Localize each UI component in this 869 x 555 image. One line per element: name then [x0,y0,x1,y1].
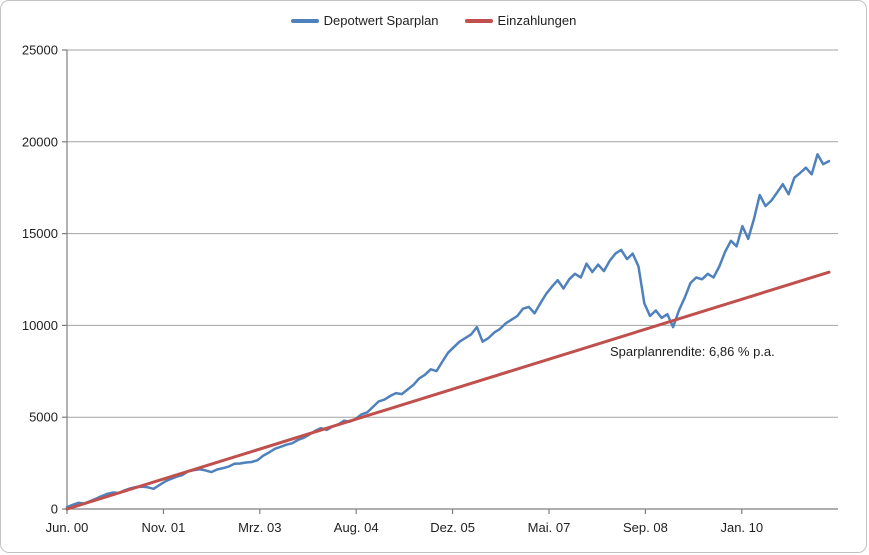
x-axis-tick-label: Dez. 05 [430,520,475,535]
x-axis-tick-label: Mai. 07 [528,520,571,535]
y-axis-tick-label: 20000 [22,134,58,149]
series-depotwert-sparplan-line [65,153,831,509]
x-axis-tick-label: Nov. 01 [141,520,185,535]
y-axis-tick-label: 0 [51,502,58,517]
y-axis-tick-label: 25000 [22,43,58,58]
x-axis-tick-label: Jun. 00 [46,520,89,535]
x-axis-tick-label: Mrz. 03 [238,520,281,535]
y-axis-tick-label: 10000 [22,318,58,333]
x-axis-tick-label: Aug. 04 [334,520,379,535]
sparplanrendite-annotation: Sparplanrendite: 6,86 % p.a. [610,344,775,359]
y-axis-tick-label: 5000 [29,410,58,425]
series-einzahlungen-line [65,270,831,511]
x-axis-tick-label: Sep. 08 [623,520,668,535]
y-axis-tick-label: 15000 [22,226,58,241]
x-axis-tick-label: Jan. 10 [720,520,763,535]
